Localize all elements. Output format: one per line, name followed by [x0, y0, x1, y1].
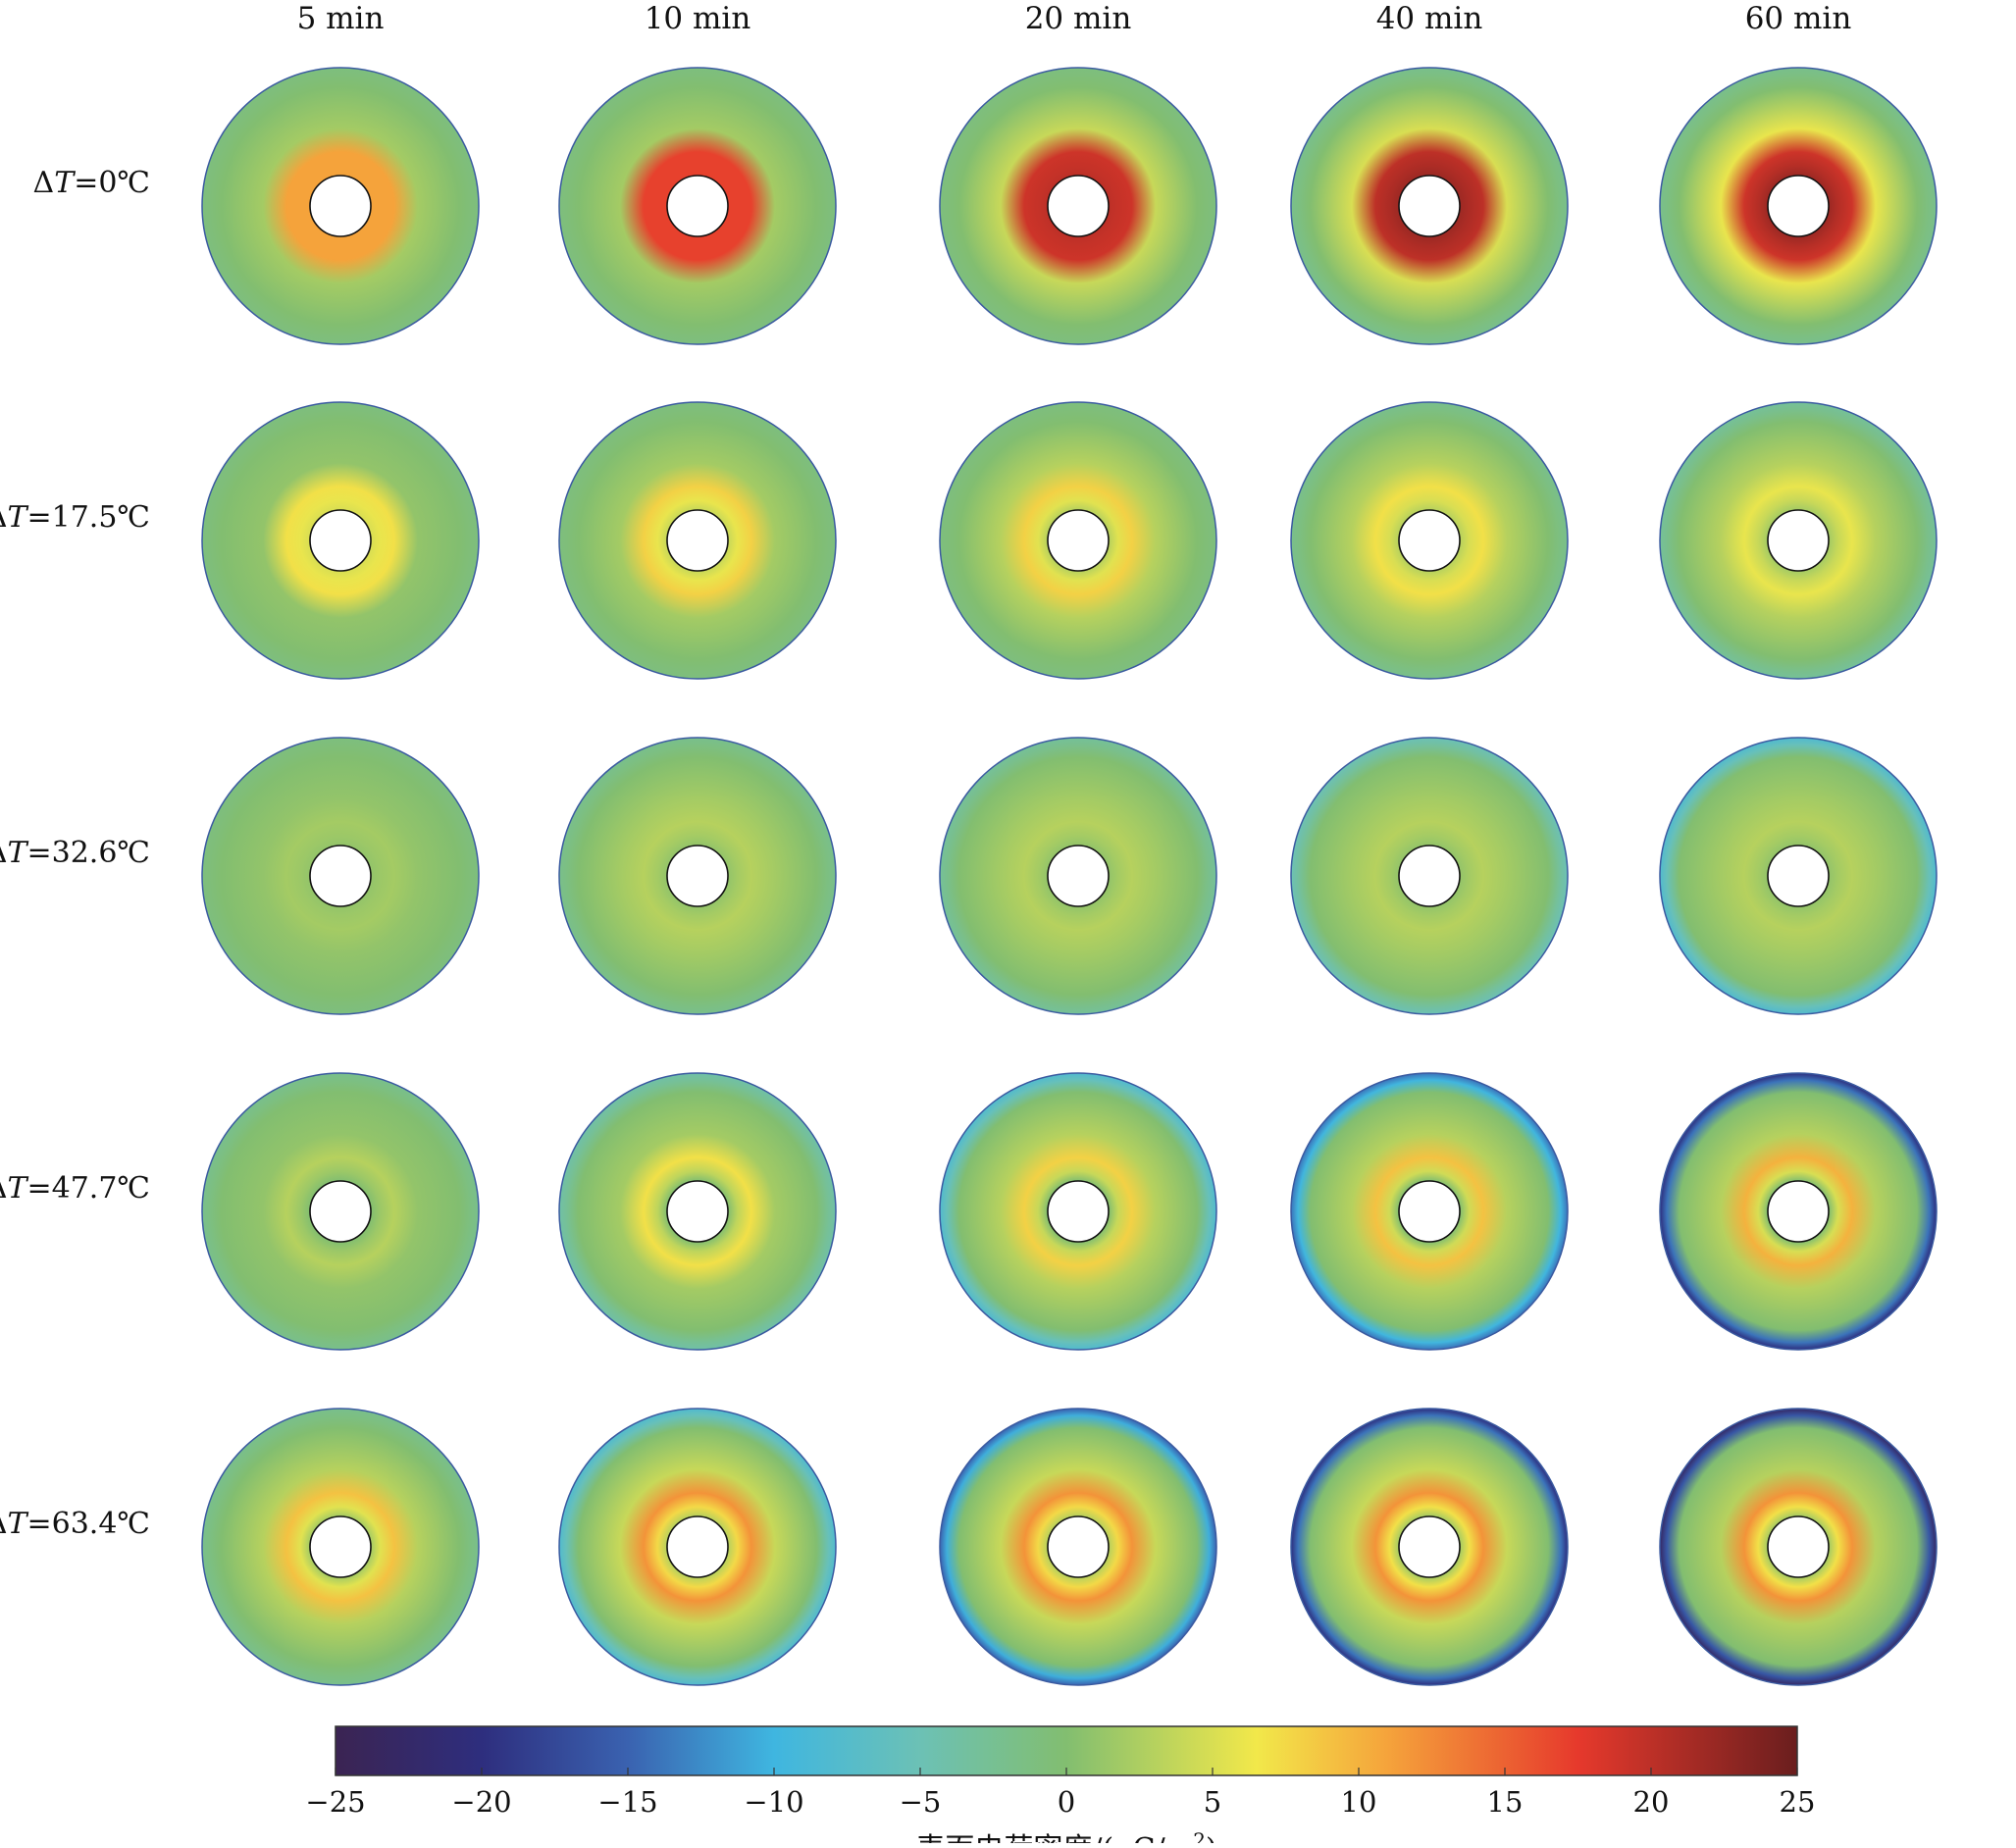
- row-label: ΔT=63.4℃: [0, 1507, 150, 1541]
- disc-inner-hole: [1767, 1180, 1830, 1243]
- column-labels: 5 min 10 min 20 min 40 min 60 min: [297, 1, 1852, 36]
- disc-inner-hole: [309, 845, 372, 907]
- column-label: 20 min: [1025, 1, 1132, 36]
- column-label: 60 min: [1745, 1, 1852, 36]
- disc-inner-hole: [1398, 175, 1461, 237]
- colorbar-tick-label: −25: [305, 1785, 365, 1819]
- row-label: ΔT=0℃: [33, 166, 150, 200]
- colorbar-tick-label: −20: [451, 1785, 511, 1819]
- disc-inner-hole: [1767, 509, 1830, 572]
- colorbar-tick-label: 25: [1780, 1785, 1816, 1819]
- colorbar-title: 表面电荷密度/(μC/m2): [915, 1828, 1216, 1843]
- row-label: ΔT=17.5℃: [0, 500, 150, 535]
- colorbar-tick-label: 5: [1204, 1785, 1221, 1819]
- disc-inner-hole: [1047, 845, 1110, 907]
- disc-inner-hole: [1398, 1180, 1461, 1243]
- disc-inner-hole: [666, 845, 729, 907]
- colorbar-tick-label: −15: [597, 1785, 657, 1819]
- row-label: ΔT=47.7℃: [0, 1171, 150, 1206]
- disc-inner-hole: [1767, 845, 1830, 907]
- colorbar-tick-label: 10: [1341, 1785, 1377, 1819]
- disc-grid: [201, 67, 1938, 1686]
- column-label: 40 min: [1376, 1, 1483, 36]
- disc-inner-hole: [1398, 509, 1461, 572]
- disc-inner-hole: [1767, 1515, 1830, 1578]
- disc-inner-hole: [666, 1180, 729, 1243]
- column-label: 10 min: [645, 1, 751, 36]
- disc-inner-hole: [1767, 175, 1830, 237]
- colorbar-tick-label: 15: [1487, 1785, 1524, 1819]
- disc-inner-hole: [309, 1180, 372, 1243]
- disc-inner-hole: [1398, 845, 1461, 907]
- disc-inner-hole: [666, 1515, 729, 1578]
- disc-inner-hole: [309, 509, 372, 572]
- colorbar-gradient: [335, 1725, 1798, 1776]
- row-label: ΔT=32.6℃: [0, 836, 150, 870]
- disc-inner-hole: [309, 1515, 372, 1578]
- row-labels: ΔT=0℃ ΔT=17.5℃ ΔT=32.6℃ ΔT=47.7℃ ΔT=63.4℃: [0, 166, 150, 1541]
- disc-inner-hole: [666, 509, 729, 572]
- colorbar: −25 −20 −15 −10 −5 0 5 10 15 20 25 表面电荷密度/(μC/m2): [305, 1725, 1815, 1848]
- colorbar-tick-label: −5: [900, 1785, 942, 1819]
- disc-inner-hole: [1398, 1515, 1461, 1578]
- disc-inner-hole: [666, 175, 729, 237]
- colorbar-tick-label: −10: [744, 1785, 803, 1819]
- colorbar-ticks: −25 −20 −15 −10 −5 0 5 10 15 20 25: [305, 1768, 1815, 1819]
- disc-inner-hole: [1047, 509, 1110, 572]
- colorbar-tick-label: 20: [1633, 1785, 1670, 1819]
- disc-inner-hole: [309, 175, 372, 237]
- disc-inner-hole: [1047, 1515, 1110, 1578]
- column-label: 5 min: [297, 1, 385, 36]
- disc-inner-hole: [1047, 1180, 1110, 1243]
- disc-inner-hole: [1047, 175, 1110, 237]
- colorbar-tick-label: 0: [1058, 1785, 1075, 1819]
